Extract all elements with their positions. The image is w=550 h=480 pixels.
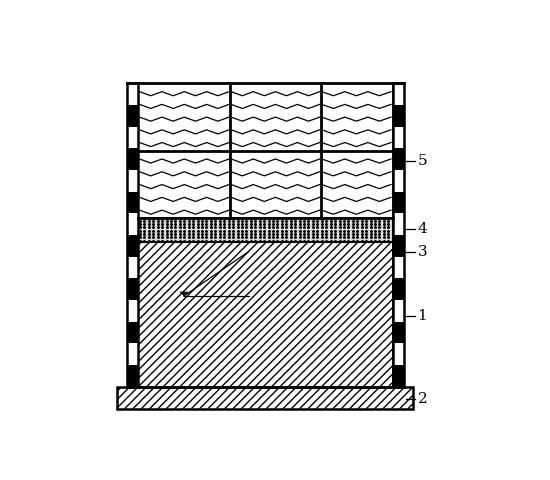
Text: 1: 1 bbox=[417, 309, 427, 324]
Bar bbox=[126, 192, 138, 213]
Bar bbox=[393, 278, 404, 300]
Bar bbox=[393, 105, 404, 127]
Bar bbox=[393, 213, 404, 235]
Bar bbox=[393, 343, 404, 365]
Bar bbox=[117, 386, 413, 409]
Bar bbox=[126, 322, 138, 343]
Bar bbox=[393, 365, 404, 386]
Text: 2: 2 bbox=[417, 393, 427, 407]
Bar bbox=[393, 127, 404, 148]
Bar bbox=[138, 218, 393, 242]
Bar bbox=[393, 84, 404, 105]
Bar bbox=[393, 170, 404, 192]
Bar bbox=[393, 322, 404, 343]
Text: 3: 3 bbox=[417, 245, 427, 259]
Bar bbox=[126, 127, 138, 148]
Bar bbox=[126, 365, 138, 386]
Bar bbox=[393, 192, 404, 213]
Bar bbox=[126, 278, 138, 300]
Polygon shape bbox=[179, 292, 189, 296]
Bar bbox=[393, 235, 404, 257]
Bar bbox=[126, 105, 138, 127]
Bar bbox=[138, 242, 393, 386]
Bar bbox=[126, 148, 138, 170]
Bar bbox=[393, 84, 404, 386]
Bar bbox=[126, 170, 138, 192]
Bar bbox=[126, 300, 138, 322]
Bar bbox=[138, 84, 393, 218]
Bar bbox=[393, 257, 404, 278]
Bar bbox=[126, 343, 138, 365]
Bar bbox=[126, 257, 138, 278]
Text: 5: 5 bbox=[417, 154, 427, 168]
Bar bbox=[126, 84, 138, 386]
Bar bbox=[126, 213, 138, 235]
Bar bbox=[393, 148, 404, 170]
Text: 4: 4 bbox=[417, 222, 427, 237]
Bar bbox=[117, 386, 413, 409]
Bar bbox=[393, 300, 404, 322]
Bar bbox=[138, 218, 393, 242]
Bar bbox=[126, 235, 138, 257]
Bar bbox=[126, 84, 138, 105]
